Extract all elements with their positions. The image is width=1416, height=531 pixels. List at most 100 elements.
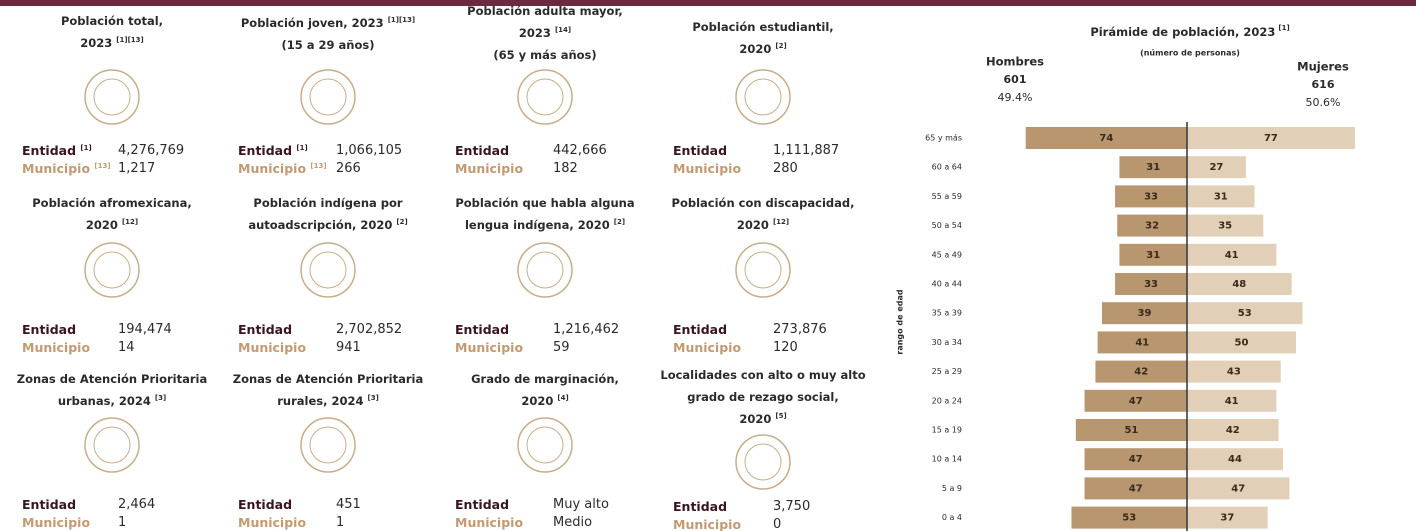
label-text: Entidad <box>673 143 728 158</box>
value: 120 <box>773 340 798 355</box>
label: Entidad <box>455 497 509 512</box>
label: Entidad <box>22 497 76 512</box>
value: 280 <box>773 161 798 176</box>
ref: [1][13] <box>387 16 416 25</box>
label: Municipio <box>238 515 306 530</box>
icon <box>735 242 791 298</box>
men-label: 47 <box>1129 396 1143 407</box>
title-text: lengua indígena, 2020 <box>464 218 610 232</box>
label-text: Municipio <box>238 340 307 355</box>
label: Municipio <box>673 517 741 531</box>
title-text: Población total, <box>60 14 164 28</box>
men-label: 31 <box>1146 250 1160 261</box>
men-label: 39 <box>1138 308 1152 319</box>
label: Entidad <box>455 322 509 337</box>
bar-women <box>1187 243 1277 266</box>
label-text: Municipio <box>22 515 91 530</box>
bar-women <box>1187 477 1290 500</box>
title-text: 2020 <box>739 412 772 426</box>
men-label: 41 <box>1135 337 1149 348</box>
age-label: 5 a 9 <box>942 484 962 493</box>
label-text: Entidad <box>455 322 510 337</box>
ref: [4] <box>557 394 569 403</box>
women-label: 44 <box>1228 454 1242 465</box>
value: 442,666 <box>553 143 607 158</box>
ref: [3] <box>154 394 167 403</box>
label: Municipio [13] <box>22 161 111 176</box>
label-text: Entidad <box>22 143 77 158</box>
ref: [1] <box>1278 24 1289 32</box>
icon-inner <box>309 78 347 116</box>
label: Entidad <box>673 322 727 337</box>
pyramid-title: Pirámide de población, 2023 [1] <box>1090 24 1289 39</box>
age-label: 45 a 49 <box>932 250 962 259</box>
card-title: 2020 [5] <box>643 412 883 426</box>
title-text: Población con discapacidad, <box>671 196 855 210</box>
bar-men <box>1084 448 1187 471</box>
bar-men <box>1115 273 1187 295</box>
women-label: 48 <box>1232 279 1246 290</box>
age-label: 50 a 54 <box>932 221 962 230</box>
value: 941 <box>336 340 361 355</box>
label: Entidad <box>673 499 727 514</box>
card-title: Zonas de Atención Prioritaria <box>208 372 448 386</box>
label: Entidad <box>673 143 727 158</box>
side-total: 616 <box>1312 78 1335 91</box>
icon-inner <box>744 78 782 116</box>
label-text: Entidad <box>455 143 510 158</box>
bar-women <box>1187 273 1292 295</box>
label: Entidad <box>238 322 292 337</box>
title-text: Pirámide de población, 2023 <box>1090 25 1275 39</box>
card-title: 2023 [1][13] <box>0 36 232 50</box>
title-text: Zonas de Atención Prioritaria <box>16 372 208 386</box>
value: 1,066,105 <box>336 143 403 158</box>
label: Municipio <box>22 340 90 355</box>
value: 1,216,462 <box>553 322 620 337</box>
bar-men <box>1075 419 1187 441</box>
value: 266 <box>336 161 361 176</box>
label-text: Municipio <box>238 515 307 530</box>
bar-women <box>1187 331 1296 354</box>
title-text: grado de rezago social, <box>687 390 839 404</box>
label: Municipio <box>455 340 523 355</box>
icon <box>300 69 356 125</box>
card-title: Población afromexicana, <box>0 196 232 210</box>
value: 182 <box>553 161 578 176</box>
label-text: Municipio <box>455 340 524 355</box>
title-text: (65 y más años) <box>493 48 597 62</box>
card-title: 2020 [12] <box>0 218 232 232</box>
bar-women <box>1187 185 1255 208</box>
bar-men <box>1025 127 1187 149</box>
icon-inner <box>744 443 782 481</box>
men-label: 53 <box>1122 513 1136 524</box>
icon-inner <box>309 426 347 464</box>
age-label: 25 a 29 <box>932 367 962 376</box>
label: Entidad [1] <box>22 143 92 158</box>
label-text: Entidad <box>238 143 293 158</box>
label: Entidad <box>238 497 292 512</box>
title-text: Zonas de Atención Prioritaria <box>232 372 424 386</box>
bar-men <box>1101 302 1187 325</box>
men-label: 32 <box>1145 221 1159 232</box>
card-title: 2020 [4] <box>425 394 665 408</box>
icon <box>517 417 573 473</box>
value: 273,876 <box>773 322 827 337</box>
bar-women <box>1187 389 1277 412</box>
age-label: 65 y más <box>925 134 962 143</box>
card-title: Población adulta mayor, <box>425 4 665 18</box>
bar-men <box>1084 477 1187 500</box>
icon-inner <box>526 78 564 116</box>
card-title: grado de rezago social, <box>643 390 883 404</box>
bar-women <box>1187 360 1281 383</box>
label-text: Entidad <box>238 322 293 337</box>
women-label: 47 <box>1231 483 1245 494</box>
women-label: 53 <box>1238 308 1252 319</box>
ref: [5] <box>775 412 787 421</box>
bar-women <box>1187 506 1268 529</box>
ref: [13] <box>94 161 111 170</box>
y-axis-label: rango de edad <box>896 289 905 355</box>
women-label: 31 <box>1214 191 1228 202</box>
title-text: Población que habla alguna <box>455 196 635 210</box>
value: 451 <box>336 497 361 512</box>
title-text: 2020 <box>85 218 118 232</box>
